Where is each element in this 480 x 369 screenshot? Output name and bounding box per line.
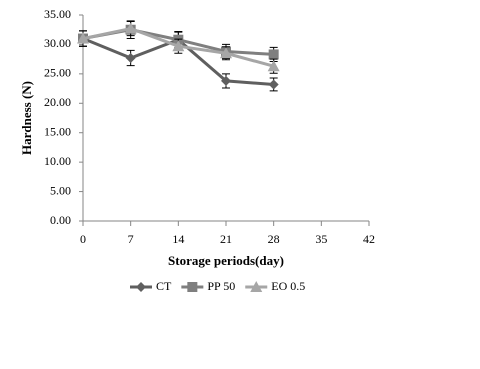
x-tick-label: 21 [220, 232, 232, 246]
legend-label: CT [156, 279, 172, 293]
legend-label: EO 0.5 [271, 279, 305, 293]
marker [220, 47, 232, 59]
y-tick-label: 35.00 [44, 7, 71, 21]
x-axis-title: Storage periods(day) [168, 253, 284, 268]
y-tick-label: 5.00 [50, 183, 71, 197]
x-tick-label: 7 [128, 232, 134, 246]
legend-label: PP 50 [207, 279, 235, 293]
y-tick-label: 10.00 [44, 154, 71, 168]
y-tick-label: 0.00 [50, 213, 71, 227]
x-tick-label: 14 [172, 232, 184, 246]
x-tick-label: 35 [315, 232, 327, 246]
y-tick-label: 30.00 [44, 36, 71, 50]
marker [221, 75, 231, 86]
legend-marker [250, 281, 263, 292]
marker [172, 40, 185, 52]
x-tick-label: 0 [80, 232, 86, 246]
x-tick-label: 28 [268, 232, 280, 246]
legend-marker [187, 282, 198, 292]
y-tick-label: 20.00 [44, 95, 71, 109]
legend-marker [136, 282, 146, 292]
marker [268, 49, 279, 60]
marker [267, 60, 280, 72]
marker [124, 22, 137, 34]
marker [77, 32, 89, 44]
y-tick-label: 25.00 [44, 66, 71, 80]
y-axis-title: Hardness (N) [19, 81, 34, 155]
x-tick-label: 42 [363, 232, 375, 246]
y-tick-label: 15.00 [44, 124, 71, 138]
marker [125, 52, 136, 63]
marker [268, 79, 279, 90]
